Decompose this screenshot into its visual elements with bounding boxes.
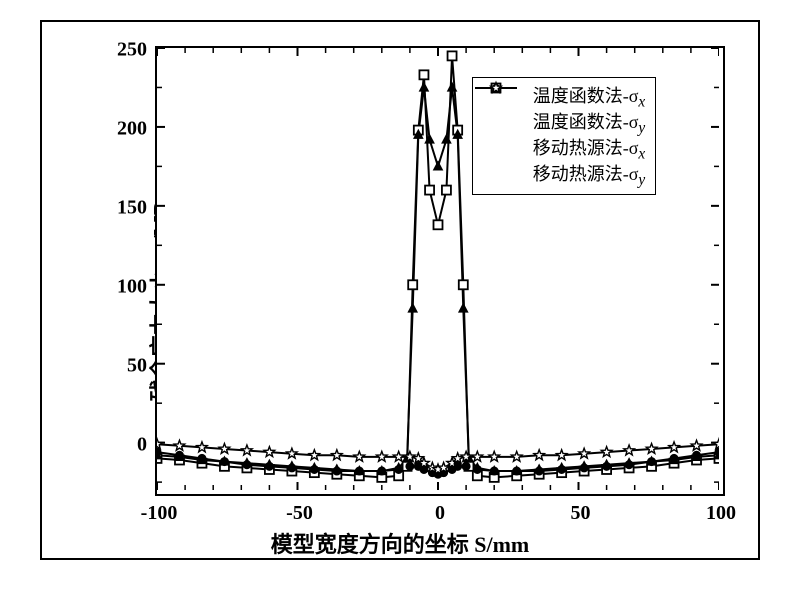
figure-frame: 残余应力大小 σr/MPa 模型宽度方向的坐标 S/mm 温度函数法-σx温度函… bbox=[0, 0, 800, 591]
y-tick-label: 50 bbox=[127, 354, 157, 377]
plot-area: 温度函数法-σx温度函数法-σy移动热源法-σx移动热源法-σy -100-50… bbox=[155, 46, 725, 496]
x-tick-label: 0 bbox=[435, 494, 445, 525]
legend-swatch bbox=[481, 113, 527, 133]
legend-swatch bbox=[481, 165, 527, 185]
y-tick-label: 200 bbox=[117, 117, 157, 140]
legend-label: 移动热源法-σy bbox=[533, 160, 646, 190]
y-tick-label: 150 bbox=[117, 196, 157, 219]
y-tick-label: 100 bbox=[117, 275, 157, 298]
x-tick-label: 50 bbox=[571, 494, 591, 525]
legend-item: 移动热源法-σx bbox=[481, 136, 646, 162]
x-tick-label: -100 bbox=[141, 494, 178, 525]
y-tick-label: 250 bbox=[117, 39, 157, 62]
x-axis-label: 模型宽度方向的坐标 S/mm bbox=[0, 527, 800, 559]
legend-swatch bbox=[481, 139, 527, 159]
x-tick-label: 100 bbox=[706, 494, 736, 525]
y-tick-label: 0 bbox=[137, 433, 157, 456]
legend: 温度函数法-σx温度函数法-σy移动热源法-σx移动热源法-σy bbox=[472, 77, 657, 195]
x-tick-label: -50 bbox=[286, 494, 313, 525]
legend-item: 移动热源法-σy bbox=[481, 162, 646, 188]
legend-item: 温度函数法-σy bbox=[481, 110, 646, 136]
